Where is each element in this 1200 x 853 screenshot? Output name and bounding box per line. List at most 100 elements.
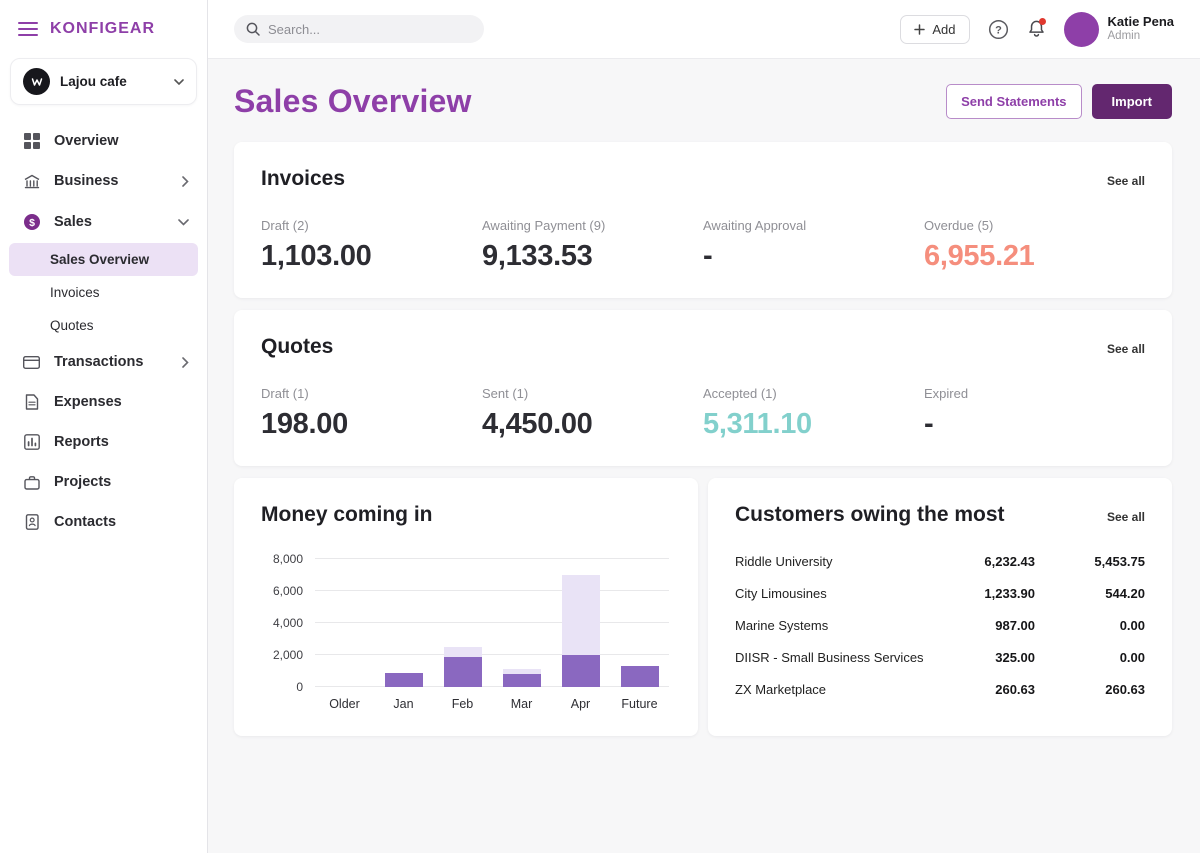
sidebar: KONFIGEAR Lajou cafe Overview (0, 0, 208, 853)
chevron-down-icon (174, 78, 184, 85)
money-coming-in-title: Money coming in (261, 503, 433, 526)
sidebar-item-sales-overview[interactable]: Sales Overview (9, 243, 198, 276)
sidebar-item-contacts[interactable]: Contacts (0, 502, 207, 542)
stat-accepted: Accepted (1) 5,311.10 (703, 386, 924, 441)
add-button[interactable]: Add (900, 14, 970, 44)
stat-value: 9,133.53 (482, 240, 593, 272)
y-axis-tick-label: 6,000 (272, 584, 303, 598)
user-role: Admin (1107, 29, 1141, 42)
sidebar-item-projects[interactable]: Projects (0, 462, 207, 502)
svg-text:?: ? (995, 24, 1002, 36)
gridline (315, 558, 669, 559)
gridline (315, 654, 669, 655)
table-row[interactable]: DIISR - Small Business Services 325.00 0… (735, 641, 1145, 673)
sidebar-item-expenses[interactable]: Expenses (0, 382, 207, 422)
sidebar-item-invoices[interactable]: Invoices (0, 276, 207, 309)
gridline (315, 686, 669, 687)
sidebar-item-quotes[interactable]: Quotes (0, 309, 207, 342)
plus-icon (914, 23, 926, 35)
stat-value: 5,311.10 (703, 408, 812, 440)
table-row[interactable]: ZX Marketplace 260.63 260.63 (735, 673, 1145, 705)
customer-amount: 1,233.90 (984, 585, 1035, 601)
bar-chart-icon (22, 434, 41, 450)
search-icon (246, 22, 260, 36)
chevron-right-icon (182, 175, 189, 187)
sidebar-item-label: Contacts (54, 514, 117, 530)
customer-amount: 544.20 (1105, 585, 1145, 601)
stat-awaiting-approval: Awaiting Approval - (703, 218, 924, 273)
briefcase-icon (22, 475, 41, 490)
x-axis-label: Older (329, 697, 360, 711)
brand-row: KONFIGEAR (0, 0, 207, 54)
quotes-card: Quotes See all Draft (1) 198.00 Sent (1)… (234, 310, 1172, 466)
stat-label: Accepted (1) (703, 386, 777, 401)
quotes-card-title: Quotes (261, 335, 334, 358)
stat-value: - (703, 240, 713, 272)
gridline (315, 590, 669, 591)
user-name: Katie Pena (1107, 14, 1174, 30)
user-menu[interactable]: Katie Pena Admin (1063, 11, 1174, 47)
import-button[interactable]: Import (1091, 84, 1172, 119)
sidebar-item-label: Transactions (54, 354, 144, 370)
sidebar-item-label: Projects (54, 474, 112, 490)
help-button[interactable]: ? (988, 19, 1009, 40)
sidebar-item-label: Overview (54, 133, 119, 149)
table-row[interactable]: Marine Systems 987.00 0.00 (735, 609, 1145, 641)
sidebar-item-business[interactable]: Business (0, 161, 207, 201)
org-logo-icon (23, 68, 50, 95)
table-row[interactable]: City Limousines 1,233.90 544.20 (735, 577, 1145, 609)
sidebar-item-label: Expenses (54, 394, 122, 410)
table-row[interactable]: Riddle University 6,232.43 5,453.75 (735, 545, 1145, 577)
sidebar-item-reports[interactable]: Reports (0, 422, 207, 462)
sidebar-item-label: Sales (54, 214, 92, 230)
y-axis-tick-label: 8,000 (272, 552, 303, 566)
customers-card: Customers owing the most See all Riddle … (708, 478, 1172, 736)
stat-label: Draft (2) (261, 218, 309, 233)
customer-amount: 260.63 (995, 681, 1035, 697)
card-icon (22, 355, 41, 369)
chevron-right-icon (182, 356, 189, 368)
bank-icon (22, 174, 41, 189)
chart-bar-feb (443, 559, 482, 687)
main-content: Sales Overview Send Statements Import In… (208, 59, 1200, 853)
x-axis-label: Apr (570, 697, 591, 711)
notification-dot (1038, 18, 1046, 25)
add-button-label: Add (932, 21, 956, 37)
send-statements-button[interactable]: Send Statements (946, 84, 1082, 119)
y-axis-tick-label: 0 (296, 680, 303, 694)
x-axis-label: Future (621, 697, 658, 711)
sidebar-nav: Overview Business $ Sales (0, 121, 207, 542)
page-title: Sales Overview (234, 83, 472, 119)
sidebar-subitem-label: Sales Overview (50, 252, 150, 267)
customer-amount: 0.00 (1119, 617, 1145, 633)
right-column: Add ? Katie Pena Admin (208, 0, 1200, 853)
chart-plot-area: 0 2,000 4,000 6,000 8,000 (273, 553, 669, 693)
dollar-circle-icon: $ (22, 213, 41, 231)
bottom-row: Money coming in 0 2,000 4,000 6,000 8,000 Ol… (234, 478, 1172, 736)
search-input[interactable] (268, 21, 472, 37)
notifications-button[interactable] (1027, 18, 1046, 39)
stat-label: Awaiting Payment (9) (482, 218, 606, 233)
invoices-see-all-link[interactable]: See all (1106, 174, 1145, 188)
page-actions: Send Statements Import (946, 84, 1172, 119)
customers-see-all-link[interactable]: See all (1106, 510, 1145, 524)
customers-table: Riddle University 6,232.43 5,453.75 City… (735, 545, 1145, 705)
sidebar-item-transactions[interactable]: Transactions (0, 342, 207, 382)
org-selector[interactable]: Lajou cafe (10, 58, 197, 105)
contacts-book-icon (22, 514, 41, 530)
stat-label: Draft (1) (261, 386, 309, 401)
menu-icon[interactable] (18, 21, 38, 37)
customers-card-title: Customers owing the most (735, 503, 1005, 526)
sidebar-subitem-label: Invoices (50, 285, 100, 300)
stat-value: 198.00 (261, 408, 348, 440)
sidebar-subitem-label: Quotes (50, 318, 94, 333)
sidebar-item-overview[interactable]: Overview (0, 121, 207, 161)
customer-name: DIISR - Small Business Services (735, 649, 924, 665)
invoices-card: Invoices See all Draft (2) 1,103.00 Awai… (234, 142, 1172, 298)
quotes-stats: Draft (1) 198.00 Sent (1) 4,450.00 Accep… (261, 386, 1145, 441)
sidebar-item-label: Business (54, 173, 119, 189)
invoices-stats: Draft (2) 1,103.00 Awaiting Payment (9) … (261, 218, 1145, 273)
sidebar-item-sales[interactable]: $ Sales (0, 201, 207, 243)
x-axis-label: Jan (393, 697, 414, 711)
quotes-see-all-link[interactable]: See all (1106, 342, 1145, 356)
